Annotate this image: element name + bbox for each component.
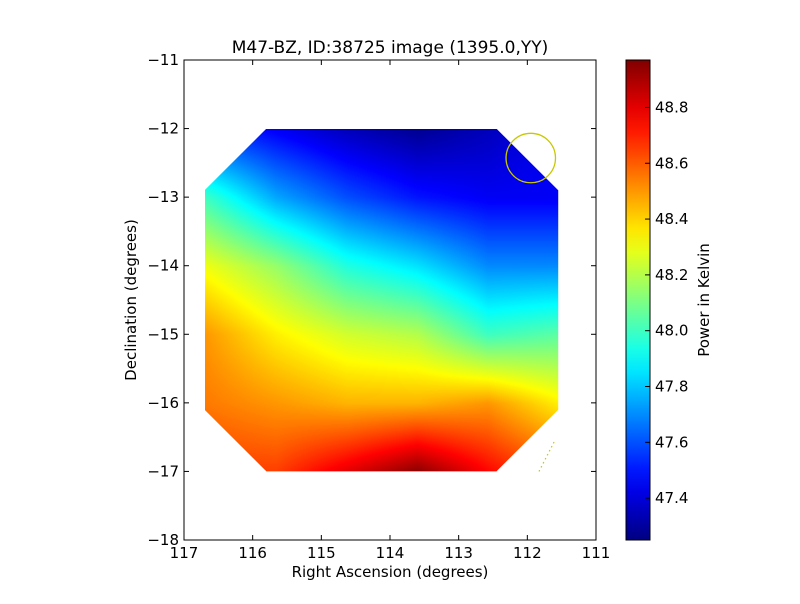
y-tick-label: −13: [147, 188, 179, 206]
heatmap-image: [204, 128, 559, 472]
colorbar-tick-label: 48.8: [655, 98, 688, 116]
colorbar-tick-label: 48.0: [655, 322, 688, 340]
y-tick-label: −12: [147, 120, 179, 138]
annotation-layer: [505, 132, 557, 472]
colorbar-tick-label: 47.8: [655, 378, 688, 396]
colorbar-tick-label: 47.4: [655, 489, 688, 507]
y-axis-label: Declination (degrees): [122, 219, 140, 381]
x-tick-label: 114: [376, 544, 405, 562]
y-tick-label: −15: [147, 325, 179, 343]
y-axis: −11 −12 −13 −14 −15 −16 −17 −18: [147, 51, 596, 549]
y-tick-label: −14: [147, 257, 179, 275]
chart-title: M47-BZ, ID:38725 image (1395.0,YY): [232, 38, 549, 58]
colorbar: 47.4 47.6 47.8 48.0 48.2 48.4 48.6 48.8 Power i…: [625, 59, 713, 541]
y-tick-label: −11: [147, 51, 179, 69]
x-axis: 117 116 115 114 113 112 111: [170, 60, 611, 562]
x-tick-label: 117: [170, 544, 199, 562]
colorbar-tick-label: 47.6: [655, 433, 688, 451]
x-tick-label: 111: [582, 544, 611, 562]
x-tick-label: 115: [307, 544, 336, 562]
colorbar-tick-label: 48.4: [655, 210, 688, 228]
x-axis-label: Right Ascension (degrees): [292, 563, 489, 581]
colorbar-gradient: [625, 59, 651, 541]
x-tick-label: 113: [444, 544, 473, 562]
colorbar-label: Power in Kelvin: [695, 243, 713, 357]
colorbar-ticks: 47.4 47.6 47.8 48.0 48.2 48.4 48.6 48.8: [645, 98, 688, 507]
x-tick-label: 116: [238, 544, 267, 562]
y-tick-label: −18: [147, 531, 179, 549]
source-marker-circle: [505, 132, 557, 184]
colorbar-tick-label: 48.6: [655, 154, 688, 172]
x-tick-label: 112: [513, 544, 542, 562]
dotted-marker-line: [538, 440, 556, 472]
y-tick-label: −17: [147, 462, 179, 480]
colorbar-tick-label: 48.2: [655, 266, 688, 284]
y-tick-label: −16: [147, 394, 179, 412]
